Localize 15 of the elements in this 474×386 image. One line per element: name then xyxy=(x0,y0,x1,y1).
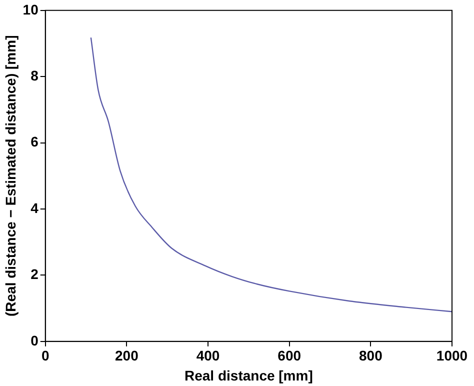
x-tick-label: 600 xyxy=(278,348,302,364)
x-tick-label: 800 xyxy=(358,348,383,364)
y-tick-label: 4 xyxy=(30,200,39,216)
y-tick-label: 10 xyxy=(22,1,39,18)
y-tick-label: 0 xyxy=(30,332,39,348)
y-tick-label: 6 xyxy=(30,134,39,150)
y-axis-title: (Real distance − Estimated distance) [mm] xyxy=(2,35,18,317)
y-tick-label: 8 xyxy=(30,67,39,84)
x-tick-label: 1000 xyxy=(436,348,468,364)
y-tick-label: 2 xyxy=(30,266,39,282)
x-tick-label: 400 xyxy=(196,348,220,364)
x-tick-label: 200 xyxy=(115,348,139,364)
x-tick-label: 0 xyxy=(41,348,50,364)
x-axis-title: Real distance [mm] xyxy=(184,367,313,384)
line-series xyxy=(90,36,452,312)
